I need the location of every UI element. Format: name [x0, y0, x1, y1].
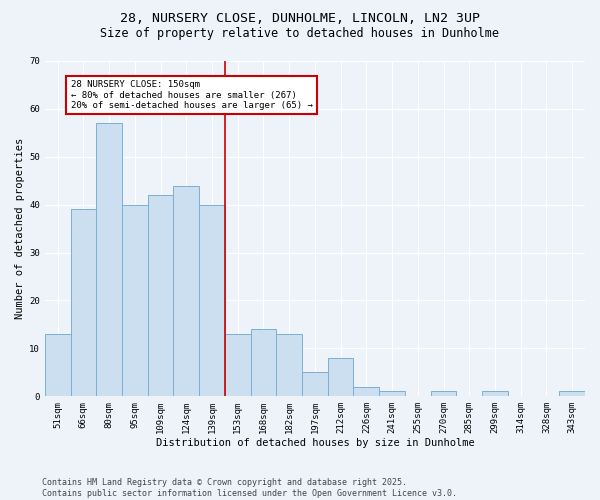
Bar [431, 392, 457, 396]
Bar [122, 204, 148, 396]
Bar [277, 334, 302, 396]
Y-axis label: Number of detached properties: Number of detached properties [15, 138, 25, 319]
Bar [379, 392, 405, 396]
Bar [482, 392, 508, 396]
Text: 28, NURSERY CLOSE, DUNHOLME, LINCOLN, LN2 3UP: 28, NURSERY CLOSE, DUNHOLME, LINCOLN, LN… [120, 12, 480, 26]
Bar [45, 334, 71, 396]
Text: Contains HM Land Registry data © Crown copyright and database right 2025.
Contai: Contains HM Land Registry data © Crown c… [42, 478, 457, 498]
Bar [225, 334, 251, 396]
Text: Size of property relative to detached houses in Dunholme: Size of property relative to detached ho… [101, 28, 499, 40]
Text: 28 NURSERY CLOSE: 150sqm
← 80% of detached houses are smaller (267)
20% of semi-: 28 NURSERY CLOSE: 150sqm ← 80% of detach… [71, 80, 313, 110]
Bar [71, 210, 96, 396]
Bar [328, 358, 353, 396]
Bar [173, 186, 199, 396]
Bar [559, 392, 585, 396]
Bar [96, 124, 122, 396]
Bar [302, 372, 328, 396]
Bar [199, 204, 225, 396]
Bar [353, 386, 379, 396]
Bar [251, 329, 277, 396]
Bar [148, 195, 173, 396]
X-axis label: Distribution of detached houses by size in Dunholme: Distribution of detached houses by size … [155, 438, 474, 448]
